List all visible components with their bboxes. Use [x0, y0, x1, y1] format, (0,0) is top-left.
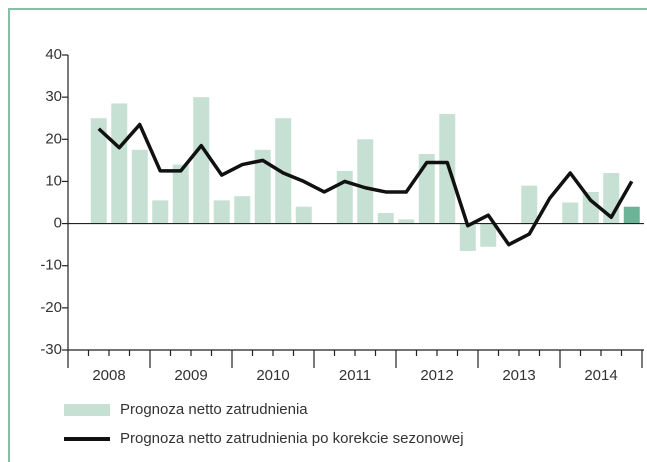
- y-tick-label: -30: [40, 341, 62, 358]
- bar: [131, 149, 148, 224]
- bar: [172, 164, 189, 224]
- year-label: 2008: [92, 367, 125, 384]
- frame: [8, 8, 647, 462]
- y-tick-label: 30: [45, 88, 62, 105]
- year-label: 2009: [174, 367, 207, 384]
- bar: [336, 170, 353, 224]
- bar: [459, 223, 476, 251]
- bar: [418, 154, 435, 224]
- bar: [152, 200, 169, 224]
- legend-label: Prognoza netto zatrudnienia po korekcie …: [120, 430, 464, 447]
- bar: [439, 114, 456, 224]
- bar: [295, 206, 312, 224]
- y-tick-label: 0: [54, 215, 62, 232]
- year-label: 2013: [502, 367, 535, 384]
- bar: [480, 223, 497, 247]
- year-label: 2010: [256, 367, 289, 384]
- bar: [234, 196, 251, 224]
- y-tick-label: 40: [45, 46, 62, 63]
- bar: [521, 185, 538, 224]
- y-tick-label: 10: [45, 172, 62, 189]
- bar: [275, 118, 292, 224]
- line: [97, 122, 634, 247]
- bar: [562, 202, 579, 224]
- legend-swatch: [64, 404, 110, 416]
- y-tick-label: -20: [40, 299, 62, 316]
- year-label: 2011: [339, 367, 371, 384]
- bar: [623, 206, 640, 224]
- bar: [90, 118, 107, 224]
- bar: [582, 191, 599, 224]
- legend-label: Prognoza netto zatrudnienia: [120, 401, 308, 418]
- y-tick-label: 20: [45, 130, 62, 147]
- bar: [111, 103, 128, 224]
- bar: [357, 139, 374, 224]
- bar: [377, 213, 394, 224]
- bar: [254, 149, 271, 224]
- y-tick-label: -10: [40, 257, 62, 274]
- year-label: 2012: [420, 367, 453, 384]
- bar: [398, 219, 415, 224]
- year-label: 2014: [584, 367, 617, 384]
- bar: [213, 200, 230, 224]
- bar: [193, 97, 210, 224]
